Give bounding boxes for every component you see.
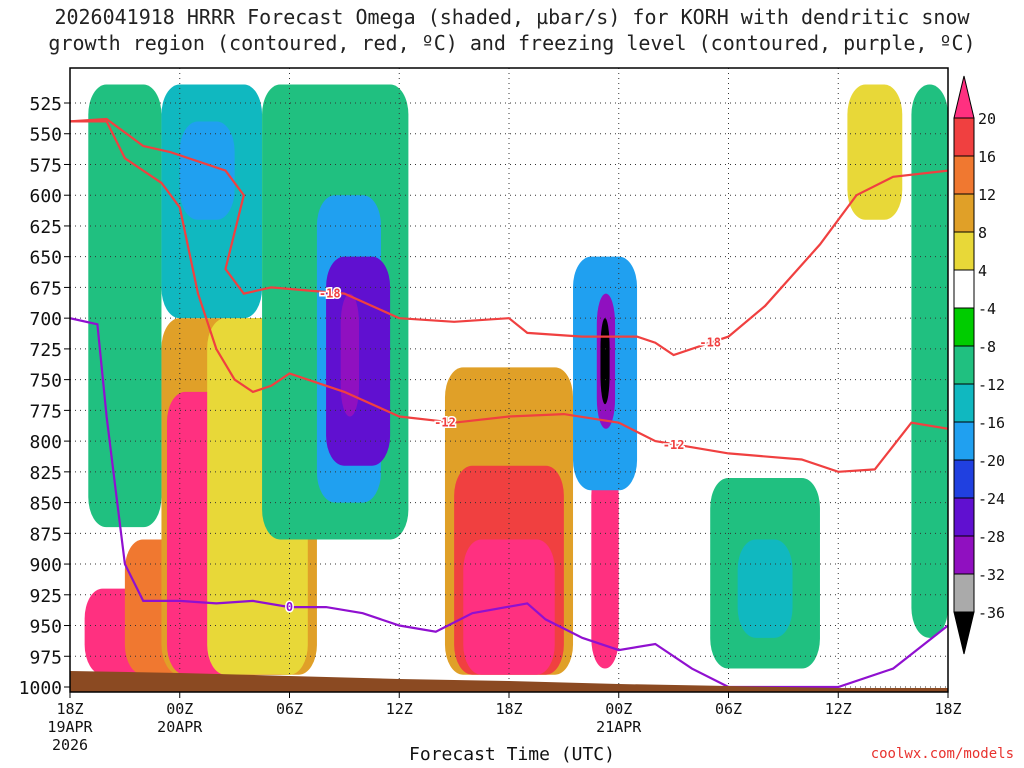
omega-shading: [84, 84, 948, 675]
x-tick-label: 18Z: [56, 700, 83, 718]
contour-label: -18: [319, 287, 341, 301]
y-tick-label: 675: [29, 278, 62, 299]
contour-label: -12: [663, 438, 685, 452]
colorbar-label: -8: [978, 338, 996, 356]
colorbar-bin: [953, 459, 975, 499]
y-tick-label: 700: [29, 309, 62, 330]
y-tick-label: 725: [29, 340, 62, 361]
y-tick-label: 975: [29, 647, 62, 668]
y-tick-label: 825: [29, 463, 62, 484]
colorbar-bottom-arrow: [953, 611, 975, 655]
y-tick-label: 1000: [19, 678, 62, 699]
colorbar-label: -32: [978, 566, 1005, 584]
y-tick-label: 600: [29, 186, 62, 207]
contour-labels: -18 -18 -12 -12 0: [284, 285, 722, 616]
colorbar-label: -12: [978, 376, 1005, 394]
omega-cell: [340, 293, 360, 417]
colorbar-label: -20: [978, 452, 1005, 470]
colorbar-bin: [953, 497, 975, 537]
omega-cell: [600, 318, 610, 405]
omega-cell: [591, 465, 619, 669]
chart-title-line-2: growth region (contoured, red, ºC) and f…: [48, 31, 976, 55]
credit-text: coolwx.com/models: [870, 746, 1014, 762]
contour-label: -18: [699, 336, 721, 350]
x-tick-label: 18Z: [934, 700, 961, 718]
colorbar-label: 16: [978, 148, 996, 166]
colorbar-label: -28: [978, 528, 1005, 546]
colorbar-label: -36: [978, 604, 1005, 622]
colorbar-label: 12: [978, 186, 996, 204]
axes: 525 550 575 600 625 650 675 700 725 750 775 800 825 8…: [19, 67, 962, 754]
colorbar-top-arrow: [953, 75, 975, 119]
y-tick-label: 550: [29, 125, 62, 146]
chart-title: 2026041918 HRRR Forecast Omega (shaded, …: [0, 4, 1024, 56]
x-axis-label: Forecast Time (UTC): [409, 744, 615, 765]
terrain-ground: [70, 671, 948, 692]
chart-title-line-1: 2026041918 HRRR Forecast Omega (shaded, …: [54, 5, 970, 29]
x-tick-label: 18Z: [495, 700, 522, 718]
y-tick-label: 800: [29, 432, 62, 453]
y-tick-label: 650: [29, 248, 62, 269]
x-tick-date: 20APR: [157, 718, 203, 736]
colorbar-bin: [953, 573, 975, 613]
x-tick-label: 12Z: [386, 700, 413, 718]
terrain-ground: [70, 671, 948, 692]
y-tick-label: 525: [29, 94, 62, 115]
dgz-12c-contour: [70, 120, 948, 473]
colorbar-label: 8: [978, 224, 987, 242]
x-tick-label: 00Z: [166, 700, 193, 718]
x-tick-date: 19APR: [47, 718, 93, 736]
x-tick-label: 00Z: [605, 700, 632, 718]
colorbar-bin: [953, 421, 975, 461]
colorbar-bin: [953, 269, 975, 309]
colorbar: 20 16 12 8 4 -4 -8 -12 -16 -20 -24 -28 -32 -36: [953, 75, 1005, 655]
colorbar-label: -4: [978, 300, 996, 318]
x-tick-date: 21APR: [596, 718, 642, 736]
colorbar-bin: [953, 155, 975, 195]
contour-label: -12: [434, 416, 456, 430]
y-tick-label: 900: [29, 555, 62, 576]
y-tick-label: 875: [29, 524, 62, 545]
x-tick-year: 2026: [52, 736, 88, 754]
colorbar-bin: [953, 231, 975, 271]
freezing-level-contour: [70, 317, 948, 689]
colorbar-label: 4: [978, 262, 987, 280]
dgz-18c-contour: [70, 117, 948, 357]
colorbar-bin: [953, 193, 975, 233]
colorbar-bin: [953, 117, 975, 157]
colorbar-label: 20: [978, 110, 996, 128]
colorbar-bin: [953, 383, 975, 423]
x-tick-label: 12Z: [825, 700, 852, 718]
x-tick-label: 06Z: [276, 700, 303, 718]
omega-cell: [911, 84, 948, 638]
y-tick-label: 950: [29, 617, 62, 638]
y-tick-label: 775: [29, 401, 62, 422]
contour-label: 0: [286, 600, 293, 614]
y-tick-label: 625: [29, 217, 62, 238]
y-tick-label: 850: [29, 494, 62, 515]
omega-cell: [847, 84, 903, 220]
colorbar-bin: [953, 345, 975, 385]
colorbar-bin: [953, 535, 975, 575]
omega-cell: [88, 84, 162, 528]
y-tick-label: 575: [29, 155, 62, 176]
colorbar-label: -24: [978, 490, 1005, 508]
colorbar-bin: [953, 307, 975, 347]
contours: [70, 117, 948, 689]
y-tick-label: 925: [29, 586, 62, 607]
y-tick-label: 750: [29, 371, 62, 392]
x-tick-label: 06Z: [715, 700, 742, 718]
omega-cell: [737, 539, 793, 638]
colorbar-label: -16: [978, 414, 1005, 432]
